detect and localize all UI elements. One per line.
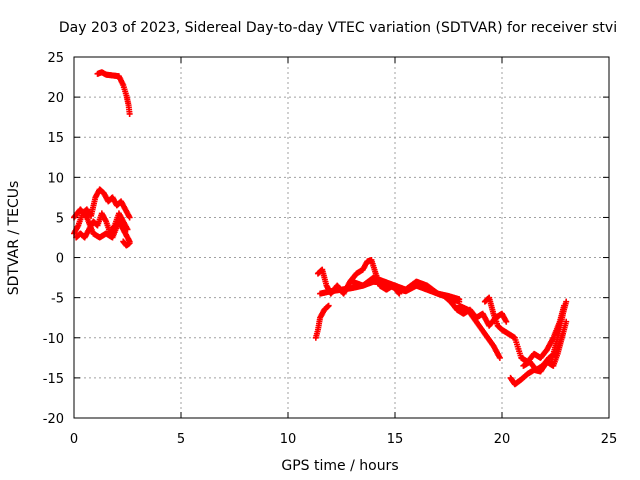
series-arc-early-high: [94, 69, 133, 117]
x-tick-label: 15: [387, 432, 404, 447]
x-tick-label: 25: [601, 432, 618, 447]
data-point: [563, 298, 570, 305]
y-tick-label: -20: [43, 412, 64, 427]
y-tick-label: 5: [56, 211, 64, 226]
series-arc-early-c: [71, 206, 133, 245]
y-tick-label: -10: [43, 332, 64, 347]
series-arc-early-a: [71, 186, 133, 237]
y-tick-label: -5: [51, 292, 64, 307]
x-tick-label: 0: [70, 432, 78, 447]
data-point: [126, 110, 133, 117]
series-arc-mid-d: [349, 274, 463, 303]
data-point: [325, 302, 332, 309]
x-tick-label: 10: [280, 432, 297, 447]
x-axis-label: GPS time / hours: [281, 458, 398, 474]
data-point: [126, 240, 133, 247]
y-tick-label: 25: [47, 51, 64, 66]
x-tick-label: 20: [494, 432, 511, 447]
y-axis-label: SDTVAR / TECUs: [6, 181, 22, 296]
data-points: [71, 69, 570, 388]
series-arc-mid-a: [312, 302, 332, 341]
y-tick-label: 15: [47, 131, 64, 146]
data-point: [126, 214, 133, 221]
y-tick-label: 20: [47, 91, 64, 106]
chart-title: Day 203 of 2023, Sidereal Day-to-day VTE…: [59, 20, 617, 36]
data-point: [456, 296, 463, 303]
y-tick-label: 0: [56, 252, 64, 267]
x-tick-label: 5: [177, 432, 185, 447]
data-point: [503, 318, 510, 325]
plot-frame: [73, 56, 610, 419]
y-tick-label: -15: [43, 372, 64, 387]
y-tick-label: 10: [47, 171, 64, 186]
data-point: [496, 354, 503, 361]
series-arc-late-f: [548, 298, 570, 365]
series-arc-late-b: [456, 302, 503, 361]
series-arc-early-d: [120, 238, 133, 249]
